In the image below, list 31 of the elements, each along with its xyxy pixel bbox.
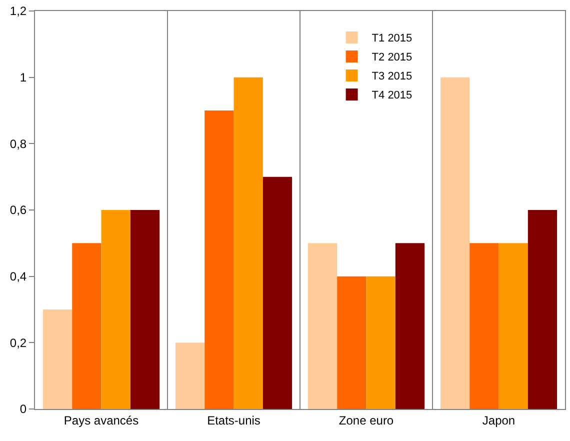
bar	[395, 243, 425, 409]
y-tick-label: 0	[20, 402, 27, 416]
y-tick-label: 1,2	[10, 4, 27, 18]
x-tick-label: Etats-unis	[207, 413, 260, 428]
bar	[528, 210, 558, 409]
bar	[175, 342, 205, 409]
bar	[42, 310, 72, 409]
x-tick-label: Japon	[482, 413, 516, 428]
legend-label: T2 2015	[372, 52, 412, 64]
y-tick-label: 0,8	[10, 136, 27, 151]
bar	[130, 210, 160, 409]
bar	[234, 77, 263, 409]
x-tick-label: Zone euro	[338, 413, 394, 428]
y-tick-label: 0,2	[10, 336, 27, 350]
bar	[72, 243, 102, 409]
bar	[262, 176, 292, 409]
legend-label: T1 2015	[372, 32, 412, 45]
legend-label: T3 2015	[372, 70, 412, 83]
legend-label: T4 2015	[372, 90, 412, 102]
bar	[101, 210, 130, 409]
bar	[440, 77, 470, 409]
x-tick-label: Pays avancés	[64, 413, 139, 428]
y-tick-label: 0,4	[10, 270, 27, 284]
bar	[337, 276, 366, 409]
y-tick-label: 0,6	[10, 203, 27, 218]
bar	[366, 276, 396, 409]
bar	[498, 243, 528, 409]
bar	[308, 243, 338, 409]
y-tick-label: 1	[20, 70, 27, 85]
bar	[470, 243, 499, 409]
bar	[204, 110, 234, 409]
